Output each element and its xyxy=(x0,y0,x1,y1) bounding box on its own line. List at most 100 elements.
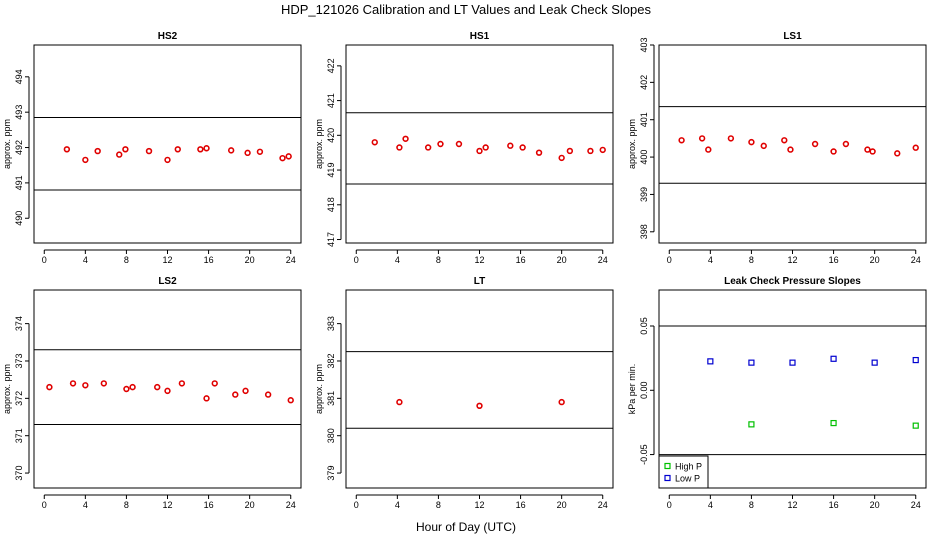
panel-title: LT xyxy=(474,276,485,287)
data-point xyxy=(482,144,489,151)
data-point xyxy=(912,422,919,429)
data-point xyxy=(232,391,239,398)
data-point xyxy=(707,358,714,365)
data-point xyxy=(279,154,286,162)
y-axis-title: approx. ppm xyxy=(627,119,637,169)
data-point xyxy=(781,137,788,144)
data-point xyxy=(698,135,706,142)
data-point xyxy=(864,146,871,153)
x-tick-label: 24 xyxy=(286,255,296,265)
x-tick-label: 16 xyxy=(516,500,526,510)
figure-title: HDP_121026 Calibration and LT Values and… xyxy=(281,2,652,17)
data-point xyxy=(748,359,755,366)
data-point xyxy=(787,146,794,153)
data-point xyxy=(830,355,837,362)
data-point xyxy=(727,135,735,142)
data-point xyxy=(830,419,837,427)
x-tick-label: 24 xyxy=(598,255,608,265)
x-tick-label: 20 xyxy=(245,500,255,510)
data-point xyxy=(63,146,71,153)
y-tick-label: 399 xyxy=(639,187,649,202)
y-tick-label: 380 xyxy=(326,428,336,443)
x-tick-label: 12 xyxy=(787,500,797,510)
x-axis-title: Hour of Day (UTC) xyxy=(416,520,516,534)
x-tick-label: 24 xyxy=(598,500,608,510)
panel-1: HS1 0 4 8 12 16 20 24 417 418 419 420 421 422 approx. … xyxy=(314,31,614,265)
legend-label: Low P xyxy=(675,474,700,484)
x-tick-label: 16 xyxy=(204,500,214,510)
x-tick-label: 16 xyxy=(204,255,214,265)
y-tick-label: 374 xyxy=(14,316,24,331)
x-tick-label: 8 xyxy=(749,500,754,510)
x-tick-label: 12 xyxy=(787,255,797,265)
data-point xyxy=(476,402,483,410)
x-tick-label: 20 xyxy=(557,255,567,265)
y-tick-label: 420 xyxy=(326,128,336,143)
panel-title: Leak Check Pressure Slopes xyxy=(724,276,861,287)
data-point xyxy=(402,135,409,142)
x-tick-label: 0 xyxy=(354,255,359,265)
y-tick-label: 402 xyxy=(639,75,649,90)
y-axis-title: approx. ppm xyxy=(314,364,324,414)
y-tick-label: -0.05 xyxy=(639,444,649,465)
data-point xyxy=(244,149,251,157)
data-point xyxy=(437,140,444,148)
data-point xyxy=(869,148,876,155)
y-tick-label: 493 xyxy=(14,105,24,120)
x-tick-label: 24 xyxy=(911,500,921,510)
legend-box xyxy=(658,455,709,489)
x-tick-label: 4 xyxy=(708,500,713,510)
data-point xyxy=(100,380,108,387)
y-tick-label: 422 xyxy=(326,58,336,73)
panel-title: HS1 xyxy=(470,31,490,42)
y-tick-label: 370 xyxy=(14,466,24,481)
x-tick-label: 12 xyxy=(162,255,172,265)
y-tick-label: 419 xyxy=(326,163,336,178)
x-tick-label: 16 xyxy=(829,255,839,265)
x-tick-label: 24 xyxy=(911,255,921,265)
data-point xyxy=(507,142,514,149)
data-point xyxy=(396,398,403,406)
data-point xyxy=(558,398,565,406)
panel-title: HS2 xyxy=(158,31,178,42)
x-tick-label: 4 xyxy=(395,255,400,265)
x-tick-label: 20 xyxy=(557,500,567,510)
y-tick-label: 418 xyxy=(326,197,336,212)
data-point xyxy=(82,382,89,389)
data-point xyxy=(599,146,606,154)
y-tick-label: 491 xyxy=(14,175,24,190)
x-tick-label: 12 xyxy=(162,500,172,510)
data-point xyxy=(69,380,77,387)
y-tick-label: 398 xyxy=(639,224,649,239)
panel-2: LS1 0 4 8 12 16 20 24 398 399 400 401 402 403 approx. … xyxy=(627,31,927,265)
data-point xyxy=(116,151,123,158)
y-tick-label: 417 xyxy=(326,232,336,247)
y-tick-label: 401 xyxy=(639,112,649,127)
x-tick-label: 16 xyxy=(516,255,526,265)
data-point xyxy=(558,154,565,162)
y-tick-label: 492 xyxy=(14,140,24,155)
data-point xyxy=(287,397,294,404)
data-point xyxy=(164,387,171,395)
y-tick-label: 0.05 xyxy=(639,317,649,335)
y-tick-label: 0.00 xyxy=(639,382,649,400)
x-tick-label: 8 xyxy=(436,255,441,265)
x-tick-label: 8 xyxy=(124,500,129,510)
y-tick-label: 373 xyxy=(14,353,24,368)
x-tick-label: 12 xyxy=(474,255,484,265)
data-point xyxy=(396,144,403,151)
data-point xyxy=(912,144,919,151)
x-tick-label: 20 xyxy=(245,255,255,265)
data-point xyxy=(476,147,483,155)
data-point xyxy=(789,359,796,366)
plot-frame xyxy=(658,289,927,489)
x-tick-label: 4 xyxy=(83,500,88,510)
data-point xyxy=(678,137,685,144)
y-axis-title: approx. ppm xyxy=(314,119,324,169)
data-point xyxy=(285,153,292,160)
x-tick-label: 16 xyxy=(829,500,839,510)
data-point xyxy=(211,380,218,387)
panel-title: LS2 xyxy=(158,276,177,287)
x-tick-label: 8 xyxy=(749,255,754,265)
